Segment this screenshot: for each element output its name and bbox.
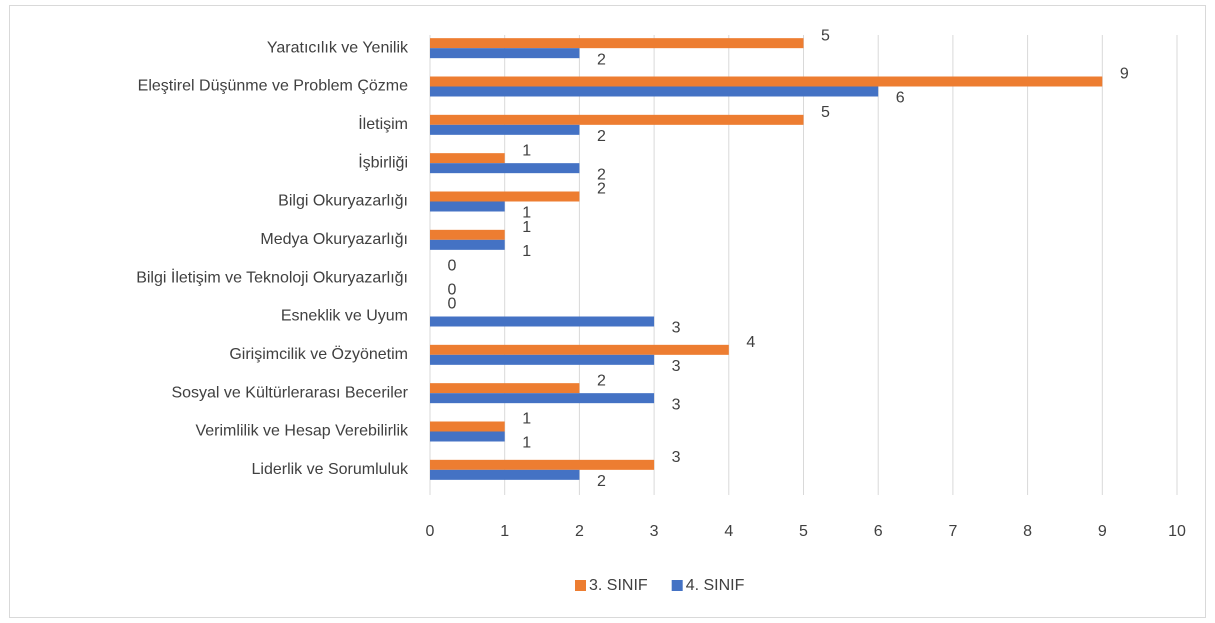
data-label: 2 xyxy=(597,166,606,183)
y-tick-label: İletişim xyxy=(358,114,408,133)
bar xyxy=(430,421,505,432)
data-label: 1 xyxy=(522,142,531,159)
bar xyxy=(430,153,505,164)
y-tick-label: Liderlik ve Sorumluluk xyxy=(251,461,409,478)
legend-label: 3. SINIF xyxy=(589,577,648,594)
bar xyxy=(430,344,729,355)
y-tick-label: Bilgi Okuryazarlığı xyxy=(278,193,408,210)
bar xyxy=(430,163,580,174)
data-label: 1 xyxy=(522,219,531,236)
data-label: 3 xyxy=(672,449,681,466)
data-label: 1 xyxy=(522,205,531,222)
data-label: 2 xyxy=(597,128,606,145)
y-tick-label: İşbirliği xyxy=(358,152,408,171)
y-tick-label: Yaratıcılık ve Yenilik xyxy=(267,39,409,56)
y-tick-label: Sosyal ve Kültürlerarası Beceriler xyxy=(171,384,408,401)
data-label: 3 xyxy=(672,358,681,375)
y-tick-label: Verimlilik ve Hesap Verebilirlik xyxy=(195,423,409,440)
legend-swatch xyxy=(575,580,586,591)
data-label: 2 xyxy=(597,181,606,198)
y-tick-label: Esneklik ve Uyum xyxy=(281,308,408,325)
data-label: 1 xyxy=(522,435,531,452)
data-label: 5 xyxy=(821,27,830,44)
data-label: 0 xyxy=(448,281,457,298)
bar xyxy=(430,114,804,125)
y-tick-label: Medya Okuryazarlığı xyxy=(260,231,408,248)
bar xyxy=(430,239,505,250)
x-tick-label: 6 xyxy=(874,523,883,540)
bar xyxy=(430,393,655,404)
bar xyxy=(430,229,505,240)
bar xyxy=(430,124,580,135)
y-tick-label: Eleştirel Düşünme ve Problem Çözme xyxy=(138,78,408,95)
bar xyxy=(430,431,505,442)
x-tick-label: 3 xyxy=(650,523,659,540)
x-tick-label: 4 xyxy=(724,523,733,540)
bar xyxy=(430,76,1103,87)
x-tick-label: 9 xyxy=(1098,523,1107,540)
legend-swatch xyxy=(671,580,683,591)
x-tick-label: 1 xyxy=(500,523,509,540)
chart-frame xyxy=(9,5,1206,618)
bar xyxy=(430,201,505,212)
data-label: 2 xyxy=(597,473,606,490)
data-label: 3 xyxy=(672,396,681,413)
x-tick-label: 10 xyxy=(1168,523,1186,540)
data-label: 9 xyxy=(1120,66,1129,83)
bar xyxy=(430,354,655,365)
data-label: 1 xyxy=(522,411,531,428)
bar xyxy=(430,383,580,394)
bar xyxy=(430,38,804,49)
x-tick-label: 2 xyxy=(575,523,584,540)
bar xyxy=(430,316,655,327)
data-label: 2 xyxy=(597,372,606,389)
bar xyxy=(430,459,655,470)
data-label: 0 xyxy=(448,296,457,313)
y-tick-label: Girişimcilik ve Özyönetim xyxy=(229,345,408,363)
data-label: 2 xyxy=(597,51,606,68)
bar xyxy=(430,86,879,97)
bar xyxy=(430,469,580,480)
data-label: 1 xyxy=(522,243,531,260)
x-tick-label: 0 xyxy=(426,523,435,540)
bar xyxy=(430,48,580,59)
legend-label: 4. SINIF xyxy=(686,577,745,594)
data-label: 0 xyxy=(448,257,457,274)
data-label: 3 xyxy=(672,320,681,337)
y-tick-label: Bilgi İletişim ve Teknoloji Okuryazarlığ… xyxy=(136,267,408,286)
data-label: 4 xyxy=(746,334,755,351)
x-tick-label: 5 xyxy=(799,523,808,540)
data-label: 6 xyxy=(896,90,905,107)
x-tick-label: 8 xyxy=(1023,523,1032,540)
data-label: 5 xyxy=(821,104,830,121)
bar xyxy=(430,191,580,202)
x-tick-label: 7 xyxy=(948,523,957,540)
